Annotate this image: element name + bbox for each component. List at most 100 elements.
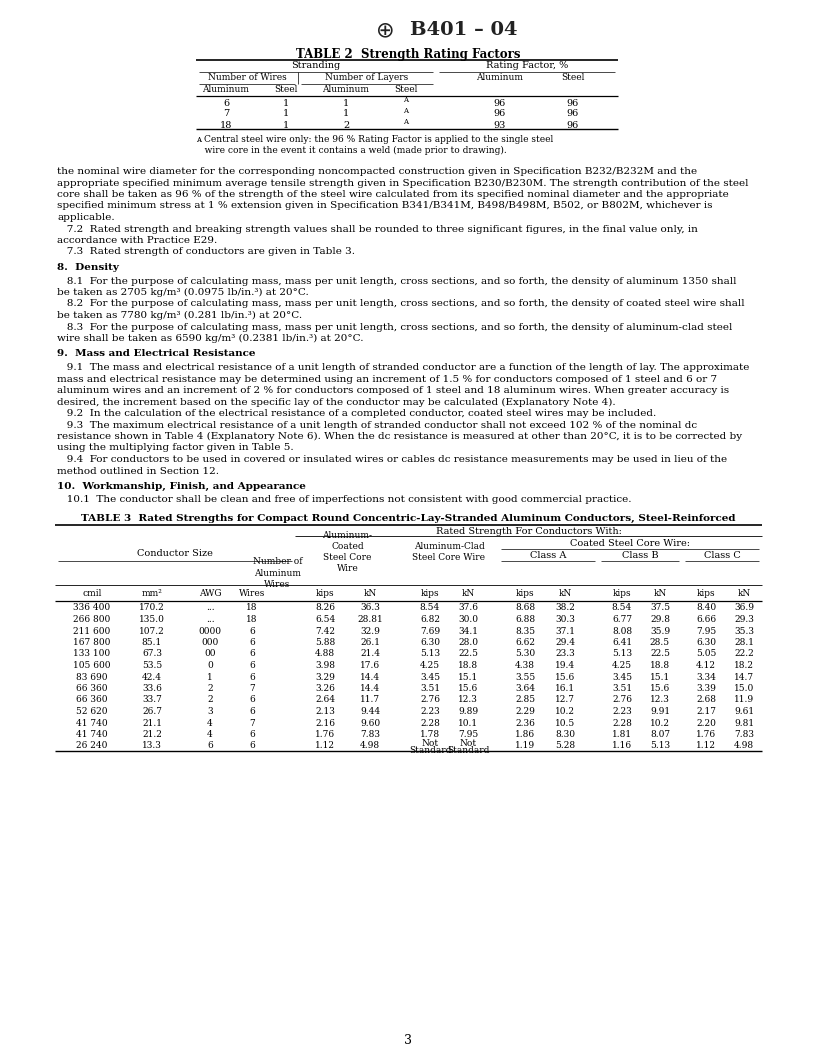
Text: 21.1: 21.1 (142, 718, 162, 728)
Text: 6.30: 6.30 (696, 638, 716, 647)
Text: 3: 3 (207, 708, 213, 716)
Text: mm²: mm² (141, 588, 162, 598)
Text: 52 620: 52 620 (76, 708, 108, 716)
Text: kN: kN (363, 588, 377, 598)
Text: 18.8: 18.8 (458, 661, 478, 670)
Text: Number of Wires: Number of Wires (207, 74, 286, 82)
Text: 19.4: 19.4 (555, 661, 575, 670)
Text: 18: 18 (220, 120, 233, 130)
Text: kips: kips (613, 588, 632, 598)
Text: 6.77: 6.77 (612, 615, 632, 624)
Text: 211 600: 211 600 (73, 626, 111, 636)
Text: 66 360: 66 360 (76, 684, 108, 693)
Text: Aluminum: Aluminum (477, 74, 523, 82)
Text: 2.36: 2.36 (515, 718, 535, 728)
Text: accordance with Practice E29.: accordance with Practice E29. (57, 235, 217, 245)
Text: 35.9: 35.9 (650, 626, 670, 636)
Text: 6: 6 (249, 638, 255, 647)
Text: 6.54: 6.54 (315, 615, 335, 624)
Text: 1.81: 1.81 (612, 730, 632, 739)
Text: Number of
Aluminum
Wires: Number of Aluminum Wires (253, 558, 302, 588)
Text: 5.30: 5.30 (515, 649, 535, 659)
Text: 2: 2 (207, 696, 213, 704)
Text: 6.30: 6.30 (420, 638, 440, 647)
Text: TABLE 2  Strength Rating Factors: TABLE 2 Strength Rating Factors (295, 48, 521, 61)
Text: 29.8: 29.8 (650, 615, 670, 624)
Text: 135.0: 135.0 (139, 615, 165, 624)
Text: 18: 18 (246, 603, 258, 612)
Text: 53.5: 53.5 (142, 661, 162, 670)
Text: 5.05: 5.05 (696, 649, 716, 659)
Text: 4.88: 4.88 (315, 649, 335, 659)
Text: 6: 6 (223, 98, 229, 108)
Text: 33.6: 33.6 (142, 684, 162, 693)
Text: Stranding: Stranding (291, 61, 340, 71)
Text: 13.3: 13.3 (142, 741, 162, 751)
Text: 1.76: 1.76 (315, 730, 335, 739)
Text: 1: 1 (207, 673, 213, 681)
Text: 8.2  For the purpose of calculating mass, mass per unit length, cross sections, : 8.2 For the purpose of calculating mass,… (57, 300, 745, 308)
Text: 22.5: 22.5 (650, 649, 670, 659)
Text: 167 800: 167 800 (73, 638, 111, 647)
Text: Rating Factor, %: Rating Factor, % (486, 61, 568, 71)
Text: 6: 6 (249, 708, 255, 716)
Text: 15.6: 15.6 (650, 684, 670, 693)
Text: 4.12: 4.12 (696, 661, 716, 670)
Text: 41 740: 41 740 (76, 730, 108, 739)
Text: Class A: Class A (530, 551, 566, 561)
Text: kN: kN (461, 588, 475, 598)
Text: 29.3: 29.3 (734, 615, 754, 624)
Text: core shall be taken as 96 % of the strength of the steel wire calculated from it: core shall be taken as 96 % of the stren… (57, 190, 729, 199)
Text: 8.30: 8.30 (555, 730, 575, 739)
Text: 11.9: 11.9 (734, 696, 754, 704)
Text: 2.76: 2.76 (420, 696, 440, 704)
Text: 15.0: 15.0 (734, 684, 754, 693)
Text: 96: 96 (566, 110, 579, 118)
Text: 7.83: 7.83 (734, 730, 754, 739)
Text: 8.26: 8.26 (315, 603, 335, 612)
Text: 4.98: 4.98 (734, 741, 754, 751)
Text: 2.68: 2.68 (696, 696, 716, 704)
Text: kips: kips (697, 588, 716, 598)
Text: 170.2: 170.2 (139, 603, 165, 612)
Text: 2.23: 2.23 (612, 708, 632, 716)
Text: 2.23: 2.23 (420, 708, 440, 716)
Text: 96: 96 (494, 110, 506, 118)
Text: kips: kips (316, 588, 335, 598)
Text: using the multiplying factor given in Table 5.: using the multiplying factor given in Ta… (57, 444, 294, 453)
Text: 2: 2 (343, 120, 349, 130)
Text: 9.61: 9.61 (734, 708, 754, 716)
Text: 2.16: 2.16 (315, 718, 335, 728)
Text: 4: 4 (207, 730, 213, 739)
Text: Steel: Steel (274, 86, 298, 94)
Text: 23.3: 23.3 (555, 649, 575, 659)
Text: AWG: AWG (198, 588, 221, 598)
Text: 5.13: 5.13 (420, 649, 440, 659)
Text: ⊕: ⊕ (375, 20, 394, 40)
Text: 1.76: 1.76 (696, 730, 716, 739)
Text: wire shall be taken as 6590 kg/m³ (0.2381 lb/in.³) at 20°C.: wire shall be taken as 6590 kg/m³ (0.238… (57, 334, 363, 343)
Text: 6: 6 (249, 696, 255, 704)
Text: Number of Layers: Number of Layers (326, 74, 409, 82)
Text: 93: 93 (494, 120, 506, 130)
Text: A: A (403, 107, 409, 115)
Text: 36.3: 36.3 (360, 603, 380, 612)
Text: 3.45: 3.45 (420, 673, 440, 681)
Text: 336 400: 336 400 (73, 603, 110, 612)
Text: 6: 6 (207, 741, 213, 751)
Text: Conductor Size: Conductor Size (137, 548, 213, 558)
Text: appropriate specified minimum average tensile strength given in Specification B2: appropriate specified minimum average te… (57, 178, 748, 188)
Text: mass and electrical resistance may be determined using an increment of 1.5 % for: mass and electrical resistance may be de… (57, 375, 717, 383)
Text: 6: 6 (249, 649, 255, 659)
Text: 6: 6 (249, 730, 255, 739)
Text: 6: 6 (249, 626, 255, 636)
Text: 8.3  For the purpose of calculating mass, mass per unit length, cross sections, : 8.3 For the purpose of calculating mass,… (57, 322, 733, 332)
Text: 38.2: 38.2 (555, 603, 575, 612)
Text: 10.1  The conductor shall be clean and free of imperfections not consistent with: 10.1 The conductor shall be clean and fr… (57, 495, 632, 505)
Text: 4.38: 4.38 (515, 661, 535, 670)
Text: Class C: Class C (703, 551, 740, 561)
Text: 37.6: 37.6 (458, 603, 478, 612)
Text: 8.  Density: 8. Density (57, 263, 119, 272)
Text: 16.1: 16.1 (555, 684, 575, 693)
Text: 33.7: 33.7 (142, 696, 162, 704)
